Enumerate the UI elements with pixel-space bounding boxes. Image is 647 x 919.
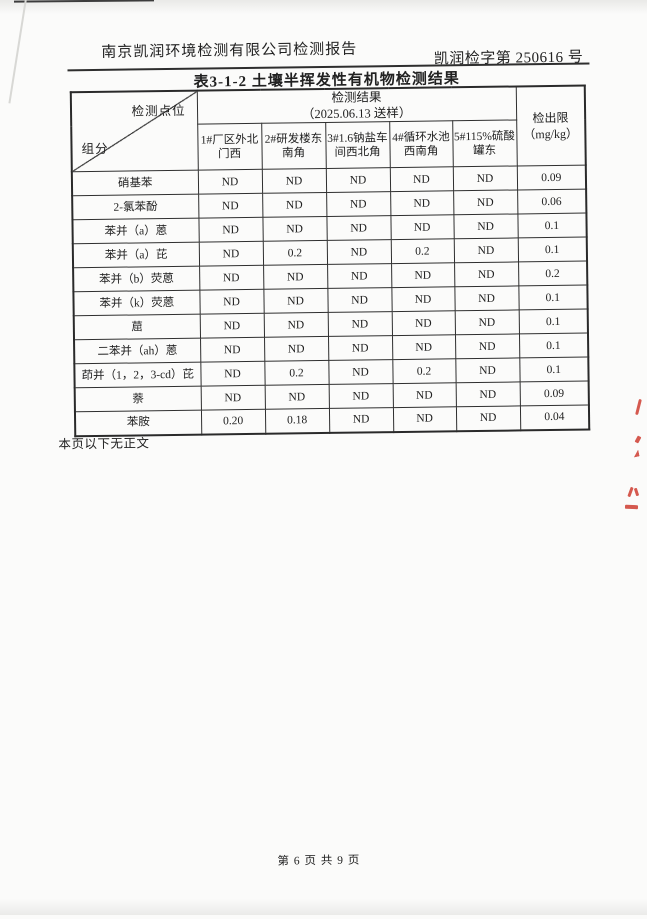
limit-header-line2: （mg/kg） (523, 126, 579, 142)
result-cell: ND (328, 335, 393, 361)
result-cell: 0.18 (264, 408, 330, 434)
compound-name: 苯并（k）荧蒽 (73, 290, 200, 316)
results-header-cell: 检测结果 （2025.06.13 送样） (196, 86, 517, 125)
result-cell: 0.20 (200, 409, 266, 435)
compound-name: 硝基苯 (71, 170, 199, 196)
page-number: 第 6 页 共 9 页 (277, 854, 361, 868)
result-cell: ND (198, 241, 264, 267)
result-cell: ND (198, 217, 263, 243)
result-cell: ND (200, 385, 265, 411)
result-cell: ND (452, 165, 518, 191)
limit-cell: 0.1 (518, 309, 589, 334)
limit-cell: 0.1 (517, 237, 588, 262)
compound-name: 2-氯苯酚 (72, 194, 199, 220)
limit-cell: 0.1 (517, 213, 587, 238)
result-cell: ND (389, 166, 454, 192)
compound-name: 苯并（a）蒽 (72, 218, 199, 244)
red-stamp-mark (624, 504, 639, 510)
result-cell: 0.2 (390, 238, 455, 264)
result-cell: ND (390, 214, 454, 240)
limit-cell: 0.1 (519, 333, 589, 358)
result-cell: ND (199, 289, 264, 315)
scan-edge-shadow-top (0, 0, 647, 14)
corner-header-cell: 检测点位 组分 (70, 90, 198, 172)
result-cell: ND (263, 288, 328, 314)
result-cell: ND (200, 337, 265, 363)
result-cell: ND (326, 239, 392, 265)
result-cell: ND (453, 213, 518, 239)
result-cell: ND (264, 384, 329, 410)
compound-name: 萘 (74, 386, 201, 412)
limit-cell: 0.09 (519, 381, 589, 406)
point-column-header: 4#循环水池西南角 (389, 120, 453, 168)
result-cell: ND (454, 261, 519, 287)
result-cell: ND (454, 333, 520, 359)
result-cell: ND (390, 190, 454, 216)
result-cell: ND (263, 312, 329, 338)
result-cell: ND (262, 192, 327, 218)
result-cell: ND (327, 311, 392, 337)
result-cell: ND (392, 382, 456, 408)
point-column-header: 2#研发楼东南角 (261, 122, 326, 170)
result-cell: ND (197, 169, 263, 195)
result-cell: 0.2 (262, 240, 328, 266)
result-cell: ND (261, 168, 327, 194)
results-table: 检测点位 组分 检测结果 （2025.06.13 送样） 检出限 （mg/kg）… (69, 84, 591, 437)
result-cell: 0.2 (264, 360, 329, 386)
result-cell: ND (263, 264, 328, 290)
result-cell: ND (391, 334, 456, 360)
compound-name: 苯并（b）荧蒽 (73, 266, 200, 292)
limit-cell: 0.06 (517, 189, 587, 214)
result-cell: ND (392, 406, 457, 432)
result-cell: ND (455, 405, 521, 431)
limit-cell: 0.04 (519, 405, 590, 430)
result-cell: ND (262, 216, 327, 242)
limit-header-cell: 检出限 （mg/kg） (515, 85, 586, 166)
compound-name: 苯并（a）芘 (72, 242, 200, 268)
result-cell: ND (453, 237, 519, 263)
result-cell: ND (199, 313, 265, 339)
result-cell: ND (328, 359, 393, 385)
limit-cell: 0.1 (519, 357, 589, 382)
result-cell: ND (455, 357, 520, 383)
result-cell: 0.2 (392, 358, 456, 384)
result-cell: ND (326, 215, 391, 241)
compound-name: 茚并（1，2，3-cd）芘 (74, 362, 201, 388)
result-cell: ND (455, 381, 520, 407)
corner-label-point: 检测点位 (131, 103, 186, 119)
limit-cell: 0.09 (516, 165, 587, 190)
result-cell: ND (328, 407, 394, 433)
company-title: 南京凯润环境检测有限公司检测报告 (101, 41, 358, 61)
result-cell: ND (327, 287, 392, 313)
limit-cell: 0.2 (518, 261, 588, 286)
end-of-text-note: 本页以下无正文 (58, 436, 150, 452)
scan-edge-shadow-bottom (0, 899, 647, 915)
limit-header-line1: 检出限 (532, 110, 569, 126)
point-column-header: 5#115%硫酸罐东 (452, 119, 517, 167)
compound-name: 䓛 (73, 314, 201, 340)
result-cell: ND (328, 383, 393, 409)
point-column-header: 1#厂区外北门西 (197, 123, 262, 171)
result-cell: ND (454, 285, 519, 311)
compound-name: 二苯并（ah）蒽 (74, 338, 201, 364)
result-cell: ND (391, 310, 455, 336)
result-cell: ND (264, 336, 329, 362)
result-cell: ND (198, 193, 263, 219)
point-column-header: 3#1.6钠盐车间西北角 (325, 121, 390, 169)
limit-cell: 0.1 (518, 285, 588, 310)
result-cell: ND (454, 309, 520, 335)
result-cell: ND (200, 361, 265, 387)
result-cell: ND (325, 167, 391, 193)
result-cell: ND (453, 189, 518, 215)
result-cell: ND (199, 265, 264, 291)
result-cell: ND (327, 263, 392, 289)
result-cell: ND (391, 262, 455, 288)
corner-label-component: 组分 (81, 141, 109, 157)
result-cell: ND (391, 286, 455, 312)
result-cell: ND (326, 191, 391, 217)
